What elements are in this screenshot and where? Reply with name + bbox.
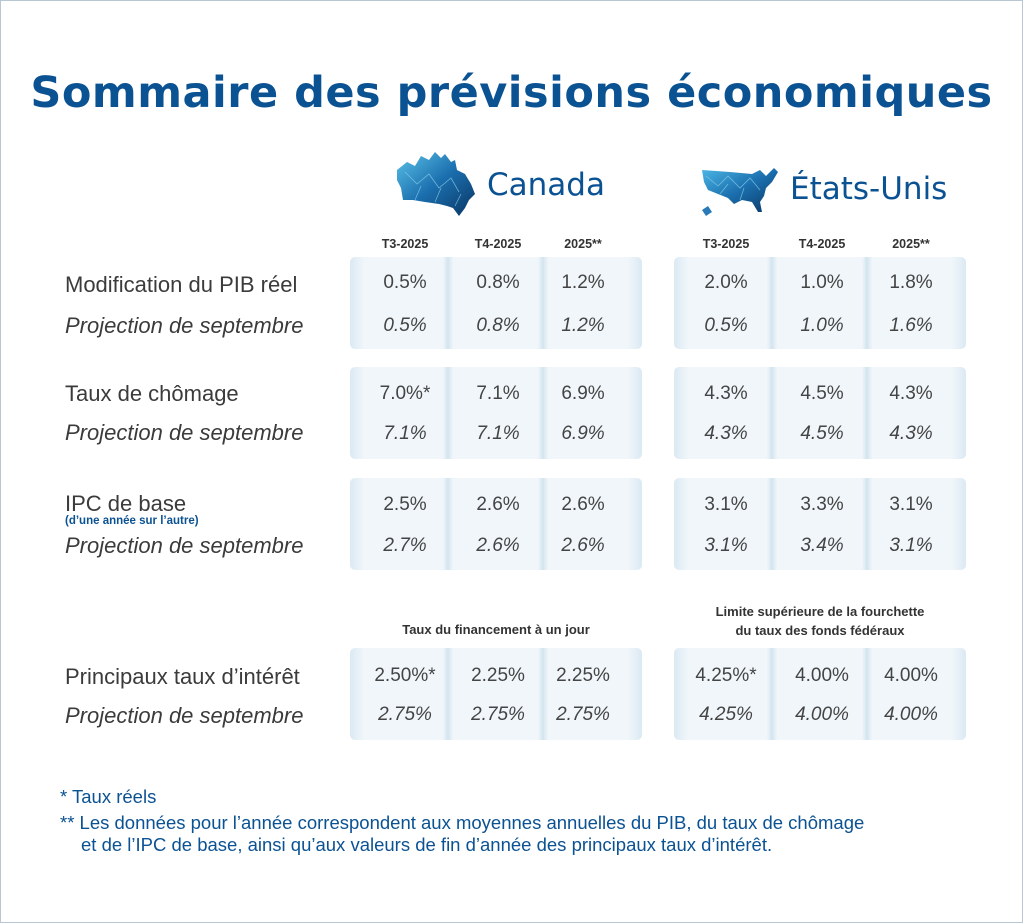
col-header-canada-t3: T3-2025 [381,237,429,251]
canada-map-icon [397,152,475,216]
projection-cell: 0.5% [383,315,427,336]
col-header-usa-t3: T3-2025 [702,237,750,251]
panel-usa-unemployment [674,367,966,459]
col-header-canada-t4: T4-2025 [474,237,522,251]
value-cell: 2.6% [561,494,605,515]
projection-cell: 3.1% [889,535,933,556]
page-title: Sommaire des prévisions économiques [30,68,993,118]
projection-cell: 2.6% [561,535,605,556]
value-cell: 7.0%* [379,383,431,404]
panel-canada-interest-rates [350,648,642,740]
value-cell: 2.0% [704,272,748,293]
footnote-annual-data-line2: et de l’IPC de base, ainsi qu’aux valeur… [81,834,773,855]
rate-header-usa: Limite supérieure de la fourchette du ta… [674,602,966,640]
value-cell: 3.1% [704,494,748,515]
value-cell: 4.00% [884,665,938,686]
usa-label: États-Unis [790,171,948,207]
projection-cell: 2.6% [476,535,520,556]
row-label-unemployment-projection: Projection de septembre [65,420,304,445]
projection-cell: 0.5% [704,315,748,336]
footnote-real-rates: * Taux réels [60,786,157,807]
projection-cell: 7.1% [383,423,427,444]
value-cell: 4.00% [795,665,849,686]
value-cell: 2.50%* [374,665,436,686]
value-cell: 1.0% [800,272,844,293]
panel-canada-core-cpi [350,478,642,570]
value-cell: 3.1% [889,494,933,515]
row-sublabel-core-cpi: (d’une année sur l’autre) [65,515,199,527]
value-cell: 0.5% [383,272,427,293]
rate-header-usa-line2: du taux des fonds fédéraux [735,623,905,638]
value-cell: 2.25% [471,665,525,686]
projection-cell: 4.00% [884,704,938,725]
projection-cell: 3.1% [704,535,748,556]
value-cell: 7.1% [476,383,520,404]
row-label-interest-rates: Principaux taux d’intérêt [65,664,300,689]
panel-usa-gdp [674,257,966,349]
value-cell: 0.8% [476,272,520,293]
projection-cell: 2.75% [471,704,525,725]
row-label-core-cpi-projection: Projection de septembre [65,533,304,558]
rate-header-usa-line1: Limite supérieure de la fourchette [715,604,925,619]
projection-cell: 6.9% [561,423,605,444]
projection-cell: 4.3% [704,423,748,444]
projection-cell: 2.7% [383,535,427,556]
projection-cell: 4.5% [800,423,844,444]
usa-header: États-Unis [700,160,947,218]
col-header-canada-year: 2025** [564,237,602,251]
footnote-annual-data: ** Les données pour l’année corresponden… [60,812,864,856]
projection-cell: 2.75% [556,704,610,725]
col-header-usa-t4: T4-2025 [798,237,846,251]
value-cell: 4.5% [800,383,844,404]
value-cell: 4.3% [704,383,748,404]
projection-cell: 1.6% [889,315,933,336]
value-cell: 4.3% [889,383,933,404]
projection-cell: 1.2% [561,315,605,336]
projection-cell: 0.8% [476,315,520,336]
value-cell: 6.9% [561,383,605,404]
canada-label: Canada [487,167,605,203]
row-label-gdp-projection: Projection de septembre [65,313,304,338]
projection-cell: 3.4% [800,535,844,556]
panel-canada-gdp [350,257,642,349]
row-label-core-cpi: IPC de base [65,491,187,516]
panel-usa-core-cpi [674,478,966,570]
row-label-unemployment: Taux de chômage [65,381,239,406]
value-cell: 2.5% [383,494,427,515]
projection-cell: 4.00% [795,704,849,725]
projection-cell: 4.25% [699,704,753,725]
panel-usa-interest-rates [674,648,966,740]
panel-canada-unemployment [350,367,642,459]
value-cell: 4.25%* [695,665,757,686]
rate-header-canada: Taux du financement à un jour [402,622,590,637]
footnote-annual-data-line1: ** Les données pour l’année corresponden… [60,812,865,833]
row-label-interest-rates-projection: Projection de septembre [65,703,304,728]
projection-cell: 2.75% [378,704,432,725]
projection-cell: 4.3% [889,423,933,444]
canada-header: Canada [395,150,605,220]
projection-cell: 7.1% [476,423,520,444]
value-cell: 1.8% [889,272,933,293]
value-cell: 1.2% [561,272,605,293]
col-header-usa-year: 2025** [892,237,930,251]
row-label-gdp: Modification du PIB réel [65,272,298,297]
projection-cell: 1.0% [800,315,844,336]
value-cell: 2.25% [556,665,610,686]
value-cell: 2.6% [476,494,520,515]
value-cell: 3.3% [800,494,844,515]
usa-map-icon [702,168,778,216]
